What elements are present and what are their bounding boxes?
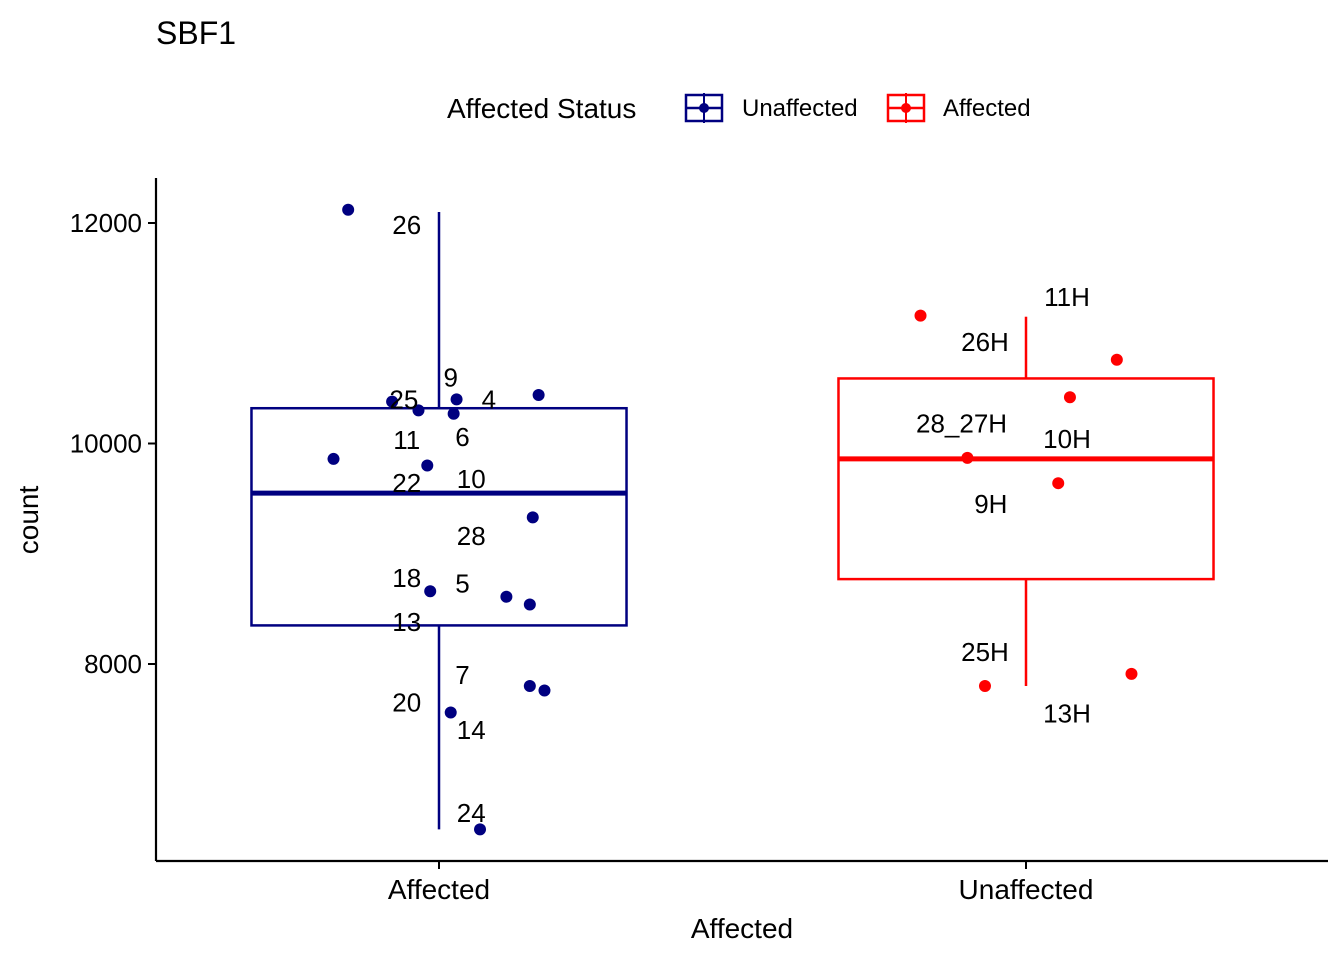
legend: Affected Status Unaffected Affected [447,93,1031,124]
box-unaffected [837,316,1215,687]
data-point [532,388,545,401]
data-point [523,680,536,693]
data-point [500,590,513,603]
point-label: 9H [974,489,1007,519]
point-label: 28_27H [916,409,1007,439]
x-axis-label: Affected [691,913,793,944]
legend-label-unaffected: Unaffected [742,95,858,122]
data-point [421,459,434,472]
box-iqr [250,406,628,627]
point-label: 18 [392,563,421,593]
data-point [1052,477,1065,490]
point-label: 5 [455,569,469,599]
data-point [474,823,487,836]
data-point [424,585,437,598]
point-label: 24 [457,798,486,828]
data-point [538,684,551,697]
point-label: 13 [392,607,421,637]
data-point [914,309,927,322]
point-label: 6 [455,422,469,452]
chart-title: SBF1 [156,15,236,51]
point-label: 14 [457,715,486,745]
data-point [1125,667,1138,680]
point-label: 10 [457,464,486,494]
legend-label-affected: Affected [943,95,1031,122]
point-label: 20 [392,688,421,718]
y-ticks: 8000 10000 12000 [70,208,156,679]
data-point [526,511,539,524]
data-point [327,452,340,465]
point-labels: 26 9 25 4 11 6 22 10 28 18 5 13 7 20 14 24 11H 26H 28_27H 1… [389,210,1090,828]
x-tick-label: Affected [388,874,490,905]
box-affected [250,211,628,830]
data-point [1063,391,1076,404]
y-tick-label: 10000 [70,429,142,459]
points [327,203,1138,836]
y-tick-label: 12000 [70,208,142,238]
point-label: 9 [443,362,457,392]
point-label: 22 [392,468,421,498]
data-point [978,680,991,693]
point-label: 26 [392,210,421,240]
data-point [523,598,536,611]
data-point [450,393,463,406]
point-label: 28 [457,521,486,551]
point-label: 11H [1044,282,1090,312]
point-label: 10H [1043,424,1091,454]
data-point [412,404,425,417]
y-tick-label: 8000 [84,649,142,679]
data-point [961,451,974,464]
point-label: 25 [389,384,418,414]
data-point [1110,353,1123,366]
legend-key-unaffected [684,93,724,123]
point-label: 25H [961,637,1009,667]
x-ticks: Affected Unaffected [388,861,1094,905]
data-point [447,407,460,420]
data-point [342,203,355,216]
box-iqr [837,377,1215,581]
point-label: 13H [1043,699,1091,729]
boxes [250,211,1215,830]
legend-title: Affected Status [447,93,636,124]
point-label: 11 [393,425,420,455]
y-axis-label: count [13,486,44,555]
legend-key-affected [886,93,926,123]
point-label: 26H [961,327,1009,357]
data-point [386,395,399,408]
data-point [444,706,457,719]
point-label: 7 [455,660,469,690]
x-tick-label: Unaffected [959,874,1094,905]
point-label: 4 [482,384,496,414]
